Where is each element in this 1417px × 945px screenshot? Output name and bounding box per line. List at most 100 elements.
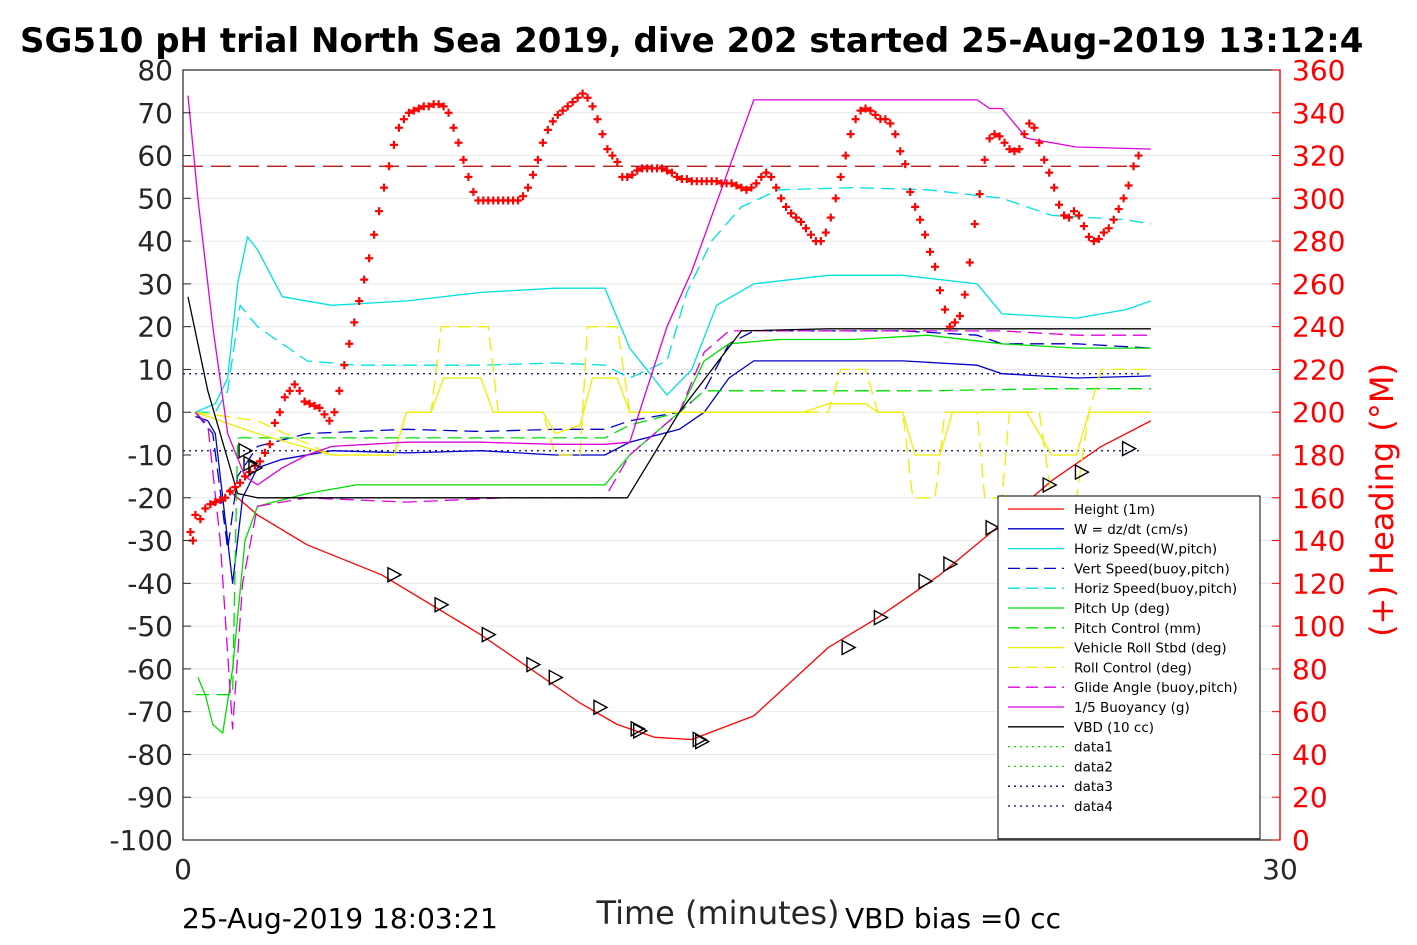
heading-point	[265, 440, 274, 449]
heading-point	[380, 183, 389, 192]
series-line	[195, 236, 1152, 413]
heading-point	[1015, 145, 1024, 154]
left-y-axis: 80 70 60 50 40 30 20 10 0 -10 -20 -30 -40 -50 -60 -70 -8…	[109, 54, 191, 857]
heading-point	[236, 478, 245, 487]
heading-point	[568, 98, 577, 107]
heading-point	[528, 170, 537, 179]
heading-point	[1045, 168, 1054, 177]
right-tick-label: 340	[1292, 97, 1345, 130]
heading-point	[1000, 138, 1009, 147]
right-tick-label: 140	[1292, 525, 1345, 558]
left-tick-label: 50	[137, 182, 173, 215]
heading-point	[449, 123, 458, 132]
heading-point	[911, 202, 920, 211]
legend-label: 1/5 Buoyancy (g)	[1074, 700, 1190, 716]
series-line	[195, 326, 1151, 499]
heading-point	[1129, 162, 1138, 171]
heading-point	[523, 183, 532, 192]
heading-point	[1099, 228, 1108, 237]
legend-label: W = dz/dt (cm/s)	[1074, 522, 1188, 538]
heading-point	[1109, 215, 1118, 224]
right-tick-label: 160	[1292, 482, 1345, 515]
triangle-marker	[943, 555, 959, 573]
heading-point	[305, 399, 314, 408]
heading-point	[990, 130, 999, 139]
heading-point	[1055, 200, 1064, 209]
left-tick-label: -100	[109, 824, 173, 857]
triangle-marker	[873, 609, 889, 626]
heading-point	[1040, 155, 1049, 164]
heading-point	[1050, 183, 1059, 192]
heading-point	[777, 194, 786, 203]
heading-point	[221, 493, 230, 502]
right-tick-label: 280	[1292, 225, 1345, 258]
heading-point	[752, 179, 761, 188]
heading-point	[762, 168, 771, 177]
legend: Height (1m) W = dz/dt (cm/s) Horiz Speed(W…	[997, 495, 1261, 840]
triangle-marker	[1121, 440, 1138, 457]
left-tick-label: -40	[127, 567, 173, 600]
heading-point	[831, 194, 840, 203]
left-tick-label: -70	[127, 696, 173, 729]
legend-entry: data1	[1008, 740, 1113, 756]
heading-point	[1020, 130, 1029, 139]
heading-point	[950, 318, 959, 327]
heading-point	[975, 190, 984, 199]
right-tick-label: 300	[1292, 182, 1345, 215]
heading-point	[255, 457, 264, 466]
heading-point	[772, 183, 781, 192]
heading-point	[1124, 181, 1133, 190]
heading-point	[514, 196, 523, 205]
left-tick-label: 80	[137, 54, 173, 87]
heading-point	[891, 130, 900, 139]
heading-point	[588, 102, 597, 111]
heading-point	[712, 177, 721, 186]
heading-point	[1070, 207, 1079, 216]
heading-point	[965, 258, 974, 267]
triangle-marker	[243, 455, 259, 472]
heading-point	[384, 162, 393, 171]
heading-point	[846, 130, 855, 139]
triangle-marker	[692, 731, 708, 748]
heading-point	[260, 448, 269, 457]
legend-entry: Height (1m)	[1008, 502, 1155, 518]
heading-point	[732, 181, 741, 190]
heading-point	[980, 155, 989, 164]
heading-point	[1104, 224, 1113, 233]
right-tick-label: 200	[1292, 396, 1345, 429]
heading-point	[792, 213, 801, 222]
legend-box	[997, 495, 1261, 840]
x-tick-label: 30	[1262, 853, 1298, 886]
heading-point	[270, 418, 279, 427]
heading-point	[806, 230, 815, 239]
legend-entry: Roll Control (deg)	[1008, 660, 1192, 676]
heading-point	[916, 215, 925, 224]
left-tick-label: -50	[127, 610, 173, 643]
heading-point	[851, 115, 860, 124]
heading-point	[350, 318, 359, 327]
heading-point	[464, 172, 473, 181]
heading-point	[727, 179, 736, 188]
legend-entry: Vehicle Roll Stbd (deg)	[1008, 641, 1227, 657]
heading-point	[201, 504, 210, 513]
series-line	[195, 186, 1152, 413]
heading-point	[563, 102, 572, 111]
right-tick-label: 320	[1292, 140, 1345, 173]
heading-point	[742, 185, 751, 194]
left-tick-label: -90	[127, 781, 173, 814]
legend-entry: Glide Angle (buoy,pitch)	[1008, 680, 1238, 696]
legend-entry: Pitch Control (mm)	[1008, 621, 1201, 637]
heading-point	[826, 213, 835, 222]
triangle-marker	[387, 566, 403, 583]
triangle-marker	[632, 722, 649, 740]
legend-entry: Pitch Up (deg)	[1008, 601, 1170, 617]
heading-point	[960, 290, 969, 299]
right-y-axis-label: (+) Heading (°M)	[1363, 363, 1401, 637]
triangle-marker	[918, 573, 934, 590]
heading-point	[955, 311, 964, 320]
legend-label: Roll Control (deg)	[1074, 660, 1192, 676]
footer-vbd-bias: VBD bias =0 cc	[845, 902, 1061, 935]
heading-point	[241, 472, 250, 481]
heading-point	[583, 93, 592, 102]
heading-point	[519, 192, 528, 201]
